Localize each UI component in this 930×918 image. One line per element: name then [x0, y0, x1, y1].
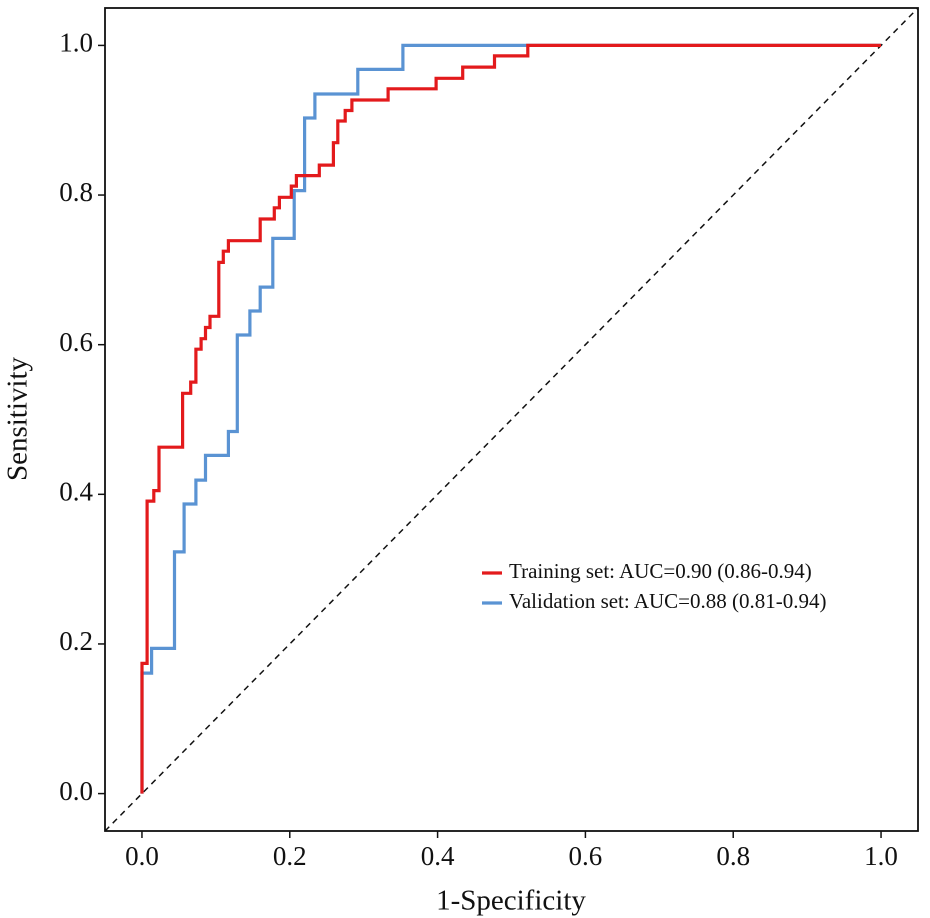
x-tick-label: 0.2: [273, 841, 307, 871]
y-tick-label: 0.0: [59, 776, 93, 806]
x-tick-label: 1.0: [864, 841, 898, 871]
roc-curve: [140, 43, 881, 794]
y-axis-title: Sensitivity: [2, 356, 34, 481]
x-tick-label: 0.4: [421, 841, 455, 871]
plot-frame: [104, 7, 919, 832]
x-axis-title: 1-Specificity: [436, 885, 586, 917]
y-tick-label: 0.6: [59, 327, 93, 357]
reference-line: [104, 7, 919, 832]
y-tick-label: 1.0: [59, 28, 93, 58]
roc-curve: [140, 43, 881, 794]
y-tick-label: 0.4: [59, 477, 93, 507]
y-tick-label: 0.2: [59, 626, 93, 656]
x-tick-label: 0.8: [716, 841, 750, 871]
y-tick-label: 0.8: [59, 177, 93, 207]
legend-label: Validation set: AUC=0.88 (0.81-0.94): [509, 589, 826, 613]
x-tick-label: 0.6: [569, 841, 603, 871]
legend-label: Training set: AUC=0.90 (0.86-0.94): [509, 559, 812, 583]
x-tick-label: 0.0: [125, 841, 159, 871]
